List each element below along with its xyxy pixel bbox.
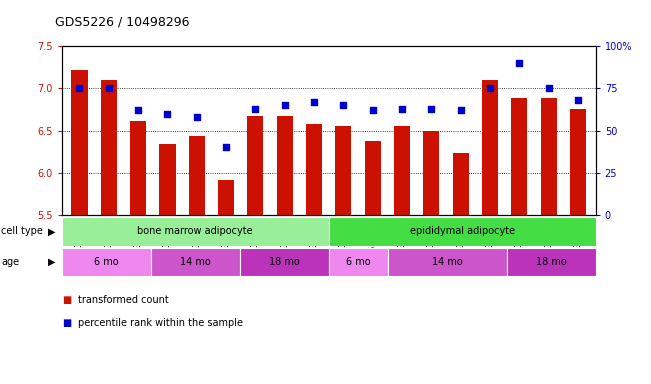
Text: ■: ■ [62,318,71,328]
Bar [218,180,234,215]
Point [191,114,202,120]
Point [309,99,319,105]
Bar [329,248,388,276]
Text: 14 mo: 14 mo [180,257,211,267]
Point [456,107,466,113]
Point [133,107,143,113]
Text: ■: ■ [62,295,71,305]
Text: GDS5226 / 10498296: GDS5226 / 10498296 [55,15,190,28]
Point [221,144,231,151]
Bar [72,70,87,215]
Bar [329,217,596,246]
Point [544,85,554,91]
Point [104,85,114,91]
Bar [159,144,176,215]
Bar [452,152,469,215]
Bar [62,248,151,276]
Bar [247,116,264,215]
Text: percentile rank within the sample: percentile rank within the sample [78,318,243,328]
Bar [394,126,410,215]
Text: epididymal adipocyte: epididymal adipocyte [409,226,515,237]
Text: cell type: cell type [1,226,43,237]
Text: age: age [1,257,20,267]
Bar [101,80,117,215]
Bar [277,116,293,215]
Bar [365,141,381,215]
Text: bone marrow adipocyte: bone marrow adipocyte [137,226,253,237]
Point [339,102,349,108]
Point [426,106,437,112]
Point [514,60,525,66]
Bar [335,126,352,215]
Bar [570,109,586,215]
Text: 6 mo: 6 mo [346,257,370,267]
Text: 14 mo: 14 mo [432,257,463,267]
Bar [541,98,557,215]
Bar [506,248,596,276]
Point [162,111,173,117]
Bar [240,248,329,276]
Text: 18 mo: 18 mo [536,257,566,267]
Point [573,97,583,103]
Bar [306,124,322,215]
Bar [62,217,329,246]
Point [368,107,378,113]
Text: ▶: ▶ [48,257,55,267]
Bar [130,121,146,215]
Bar [151,248,240,276]
Bar [388,248,506,276]
Text: 6 mo: 6 mo [94,257,118,267]
Bar [482,80,498,215]
Bar [189,136,205,215]
Text: transformed count: transformed count [78,295,169,305]
Point [250,106,260,112]
Bar [423,131,439,215]
Point [397,106,408,112]
Point [74,85,85,91]
Point [279,102,290,108]
Bar [511,98,527,215]
Point [485,85,495,91]
Text: ▶: ▶ [48,226,55,237]
Text: 18 mo: 18 mo [269,257,299,267]
